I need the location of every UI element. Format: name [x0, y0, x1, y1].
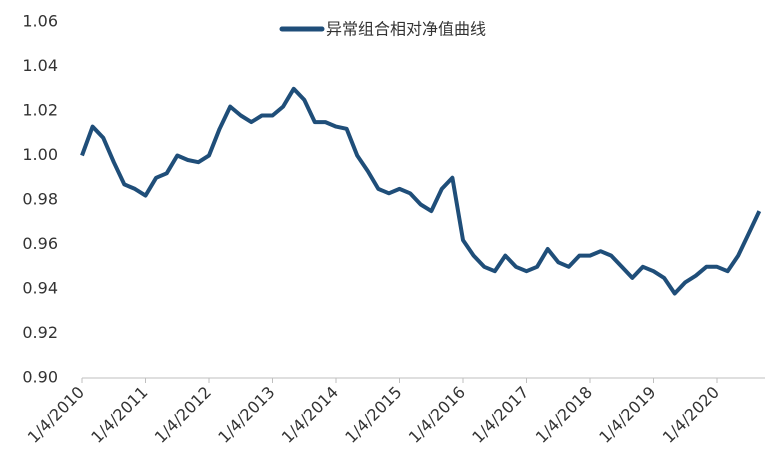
y-tick-label: 1.00 — [22, 145, 58, 164]
x-tick-label: 1/4/2014 — [278, 383, 342, 447]
x-tick-label: 1/4/2013 — [214, 383, 278, 447]
x-tick-label: 1/4/2015 — [341, 383, 405, 447]
y-tick-label: 1.04 — [22, 56, 58, 75]
x-tick-label: 1/4/2019 — [595, 383, 659, 447]
series-line — [80, 86, 762, 296]
y-tick-label: 0.90 — [22, 368, 58, 387]
x-tick-label: 1/4/2011 — [87, 383, 151, 447]
y-tick-label: 1.06 — [22, 12, 58, 31]
x-tick-label: 1/4/2016 — [405, 383, 469, 447]
legend-label: 异常组合相对净值曲线 — [326, 20, 486, 39]
x-tick-label: 1/4/2020 — [659, 383, 723, 447]
x-tick-label: 1/4/2018 — [532, 383, 596, 447]
x-tick-label: 1/4/2012 — [151, 383, 215, 447]
y-tick-label: 1.02 — [22, 101, 58, 120]
y-tick-label: 0.94 — [22, 279, 58, 298]
y-tick-label: 0.98 — [22, 190, 58, 209]
x-tick-label: 1/4/2010 — [24, 383, 88, 447]
y-tick-label: 0.96 — [22, 234, 58, 253]
y-tick-label: 0.92 — [22, 323, 58, 342]
x-tick-label: 1/4/2017 — [468, 383, 532, 447]
